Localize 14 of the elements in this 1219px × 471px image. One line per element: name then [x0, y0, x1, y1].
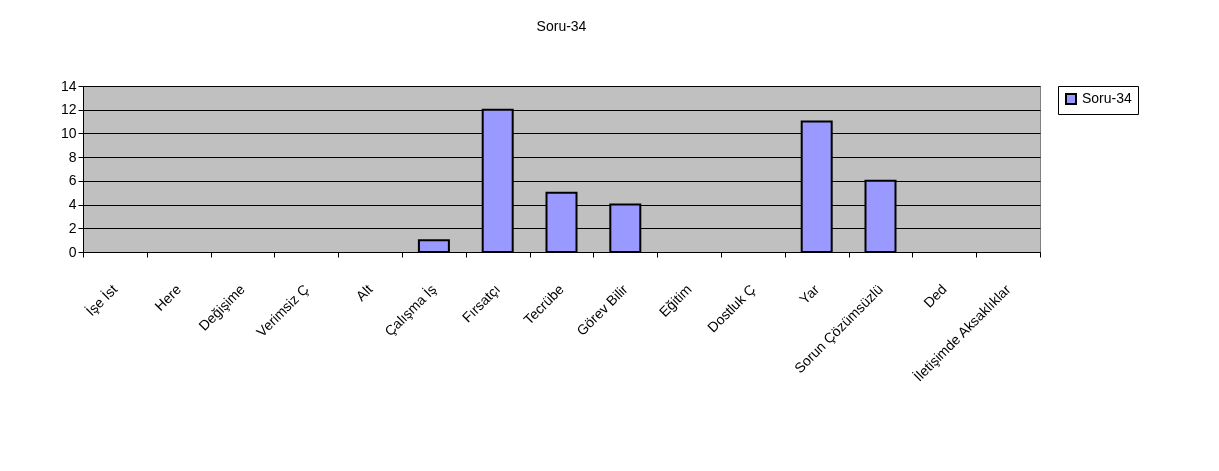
y-tick-label: 10 — [60, 124, 77, 141]
y-tick-label: 12 — [60, 101, 77, 118]
x-tick-label: Alt — [352, 281, 376, 305]
legend-label: Soru-34 — [1082, 90, 1133, 106]
y-tick-label: 8 — [68, 148, 77, 165]
y-tick-label: 14 — [60, 77, 77, 94]
chart-title: Soru-34 — [536, 18, 587, 34]
x-tick-label: İşe İst — [81, 280, 121, 319]
y-tick-label: 2 — [68, 219, 77, 236]
y-tick-label: 6 — [68, 172, 77, 189]
x-tick-label: Yar — [796, 280, 823, 308]
y-tick-label: 4 — [68, 196, 77, 213]
y-tick-label: 0 — [68, 243, 77, 260]
bar — [417, 239, 450, 253]
